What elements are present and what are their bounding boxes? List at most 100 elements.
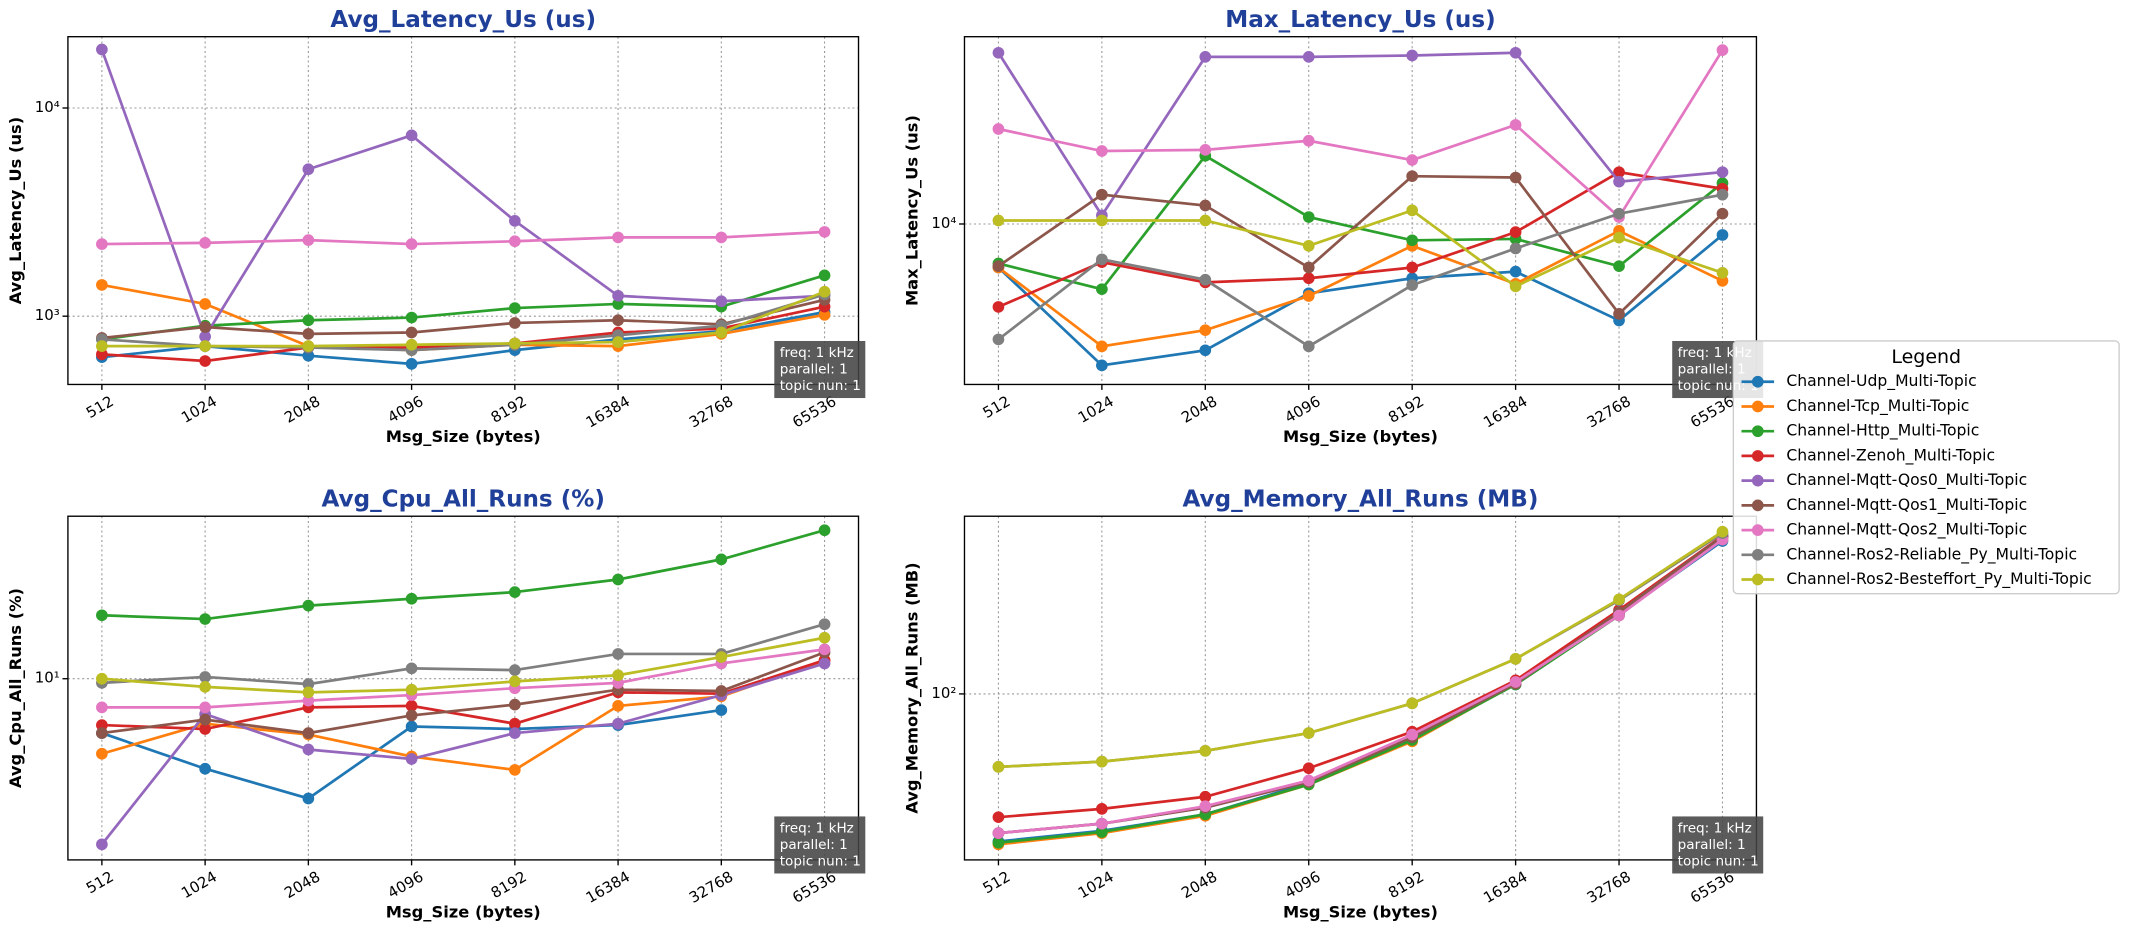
point xyxy=(1406,697,1419,710)
point xyxy=(1716,275,1729,287)
series-line xyxy=(101,636,825,694)
legend-marker xyxy=(1751,573,1764,586)
point xyxy=(715,326,728,339)
x-tick-label: 2048 xyxy=(1178,392,1220,427)
point xyxy=(1406,261,1419,274)
legend-marker xyxy=(1751,499,1764,512)
series-line xyxy=(997,174,1724,316)
x-tick-label: 8192 xyxy=(488,868,530,903)
series-line xyxy=(997,170,1723,309)
point xyxy=(96,279,108,291)
y-tick-label: 10¹ xyxy=(35,669,60,687)
legend-marker xyxy=(1751,425,1764,438)
point xyxy=(992,301,1005,313)
point xyxy=(508,302,521,314)
x-tick-label: 32768 xyxy=(1584,868,1634,907)
series-line xyxy=(998,49,1724,220)
point xyxy=(508,586,521,598)
series-line xyxy=(100,49,825,340)
point xyxy=(1302,762,1315,775)
point xyxy=(1613,207,1625,220)
point xyxy=(405,683,418,696)
point xyxy=(405,700,418,712)
point xyxy=(199,762,211,775)
x-tick-label: 512 xyxy=(83,868,117,898)
annotation-text: topic nun: 1 xyxy=(780,378,861,394)
x-tick-label: 4096 xyxy=(1282,392,1324,427)
point xyxy=(818,524,831,537)
point xyxy=(1406,279,1419,291)
series-line xyxy=(997,233,1724,367)
point xyxy=(96,43,108,56)
chart-title: Avg_Latency_Us (us) xyxy=(330,7,596,33)
annotation-box xyxy=(774,816,866,874)
point xyxy=(1716,525,1729,538)
point xyxy=(1302,261,1315,274)
point xyxy=(818,631,831,644)
point xyxy=(405,311,418,324)
point xyxy=(1716,188,1729,201)
x-axis-label: Msg_Size (bytes) xyxy=(386,427,541,446)
x-tick-label: 32768 xyxy=(686,392,736,431)
series-line xyxy=(998,537,1724,846)
point xyxy=(1613,175,1625,188)
point xyxy=(1096,755,1108,768)
point xyxy=(992,260,1005,273)
point xyxy=(1613,166,1625,179)
annotation-text: parallel: 1 xyxy=(780,837,848,853)
point xyxy=(1199,199,1212,212)
point xyxy=(302,349,315,362)
point xyxy=(302,694,315,707)
chart-title: Avg_Cpu_All_Runs (%) xyxy=(322,486,605,512)
point xyxy=(818,269,831,282)
legend-label: Channel-Mqtt-Qos1_Multi-Topic xyxy=(1786,496,2027,515)
y-tick-label: 10⁴ xyxy=(931,214,956,232)
point xyxy=(1613,307,1625,320)
annotation-text: topic nun: 1 xyxy=(780,853,861,869)
series-line xyxy=(101,528,825,621)
legend-label: Channel-Ros2-Reliable_Py_Multi-Topic xyxy=(1786,545,2077,564)
series-line xyxy=(997,229,1724,348)
point xyxy=(508,717,521,730)
x-tick-label: 4096 xyxy=(385,392,427,427)
point xyxy=(1613,609,1625,622)
y-axis-label: Avg_Memory_All_Runs (MB) xyxy=(902,562,921,813)
annotation-text: freq: 1 kHz xyxy=(1678,821,1752,837)
point xyxy=(1096,253,1108,266)
x-tick-label: 2048 xyxy=(281,392,323,427)
point xyxy=(992,827,1005,839)
point xyxy=(199,701,211,714)
point xyxy=(818,643,831,656)
annotation-text: freq: 1 kHz xyxy=(780,345,854,361)
legend-label: Channel-Ros2-Besteffort_Py_Multi-Topic xyxy=(1786,570,2091,589)
legend-label: Channel-Udp_Multi-Topic xyxy=(1786,372,1976,391)
point xyxy=(302,678,315,690)
point xyxy=(405,338,418,351)
legend-box xyxy=(1732,340,2120,595)
point xyxy=(1096,359,1108,372)
point xyxy=(1509,171,1522,184)
y-tick-label: 10⁴ xyxy=(35,98,60,116)
point xyxy=(96,672,108,685)
point xyxy=(818,285,831,298)
x-tick-label: 1024 xyxy=(1075,392,1117,427)
point xyxy=(302,340,315,352)
point xyxy=(302,328,315,340)
series-line xyxy=(100,662,825,846)
x-tick-label: 16384 xyxy=(1480,392,1530,431)
x-tick-label: 1024 xyxy=(1075,868,1117,903)
point xyxy=(199,671,211,683)
y-axis-label: Max_Latency_Us (us) xyxy=(902,115,921,306)
point xyxy=(818,309,831,321)
point xyxy=(715,704,728,716)
point xyxy=(1199,51,1212,63)
x-tick-label: 2048 xyxy=(1178,868,1220,903)
point xyxy=(96,340,108,352)
legend-marker xyxy=(1751,375,1764,388)
point xyxy=(302,314,315,327)
point xyxy=(612,717,624,730)
series-line xyxy=(997,51,1723,218)
x-tick-label: 32768 xyxy=(1584,392,1634,431)
x-tick-label: 1024 xyxy=(178,392,220,427)
series-line xyxy=(101,298,825,340)
